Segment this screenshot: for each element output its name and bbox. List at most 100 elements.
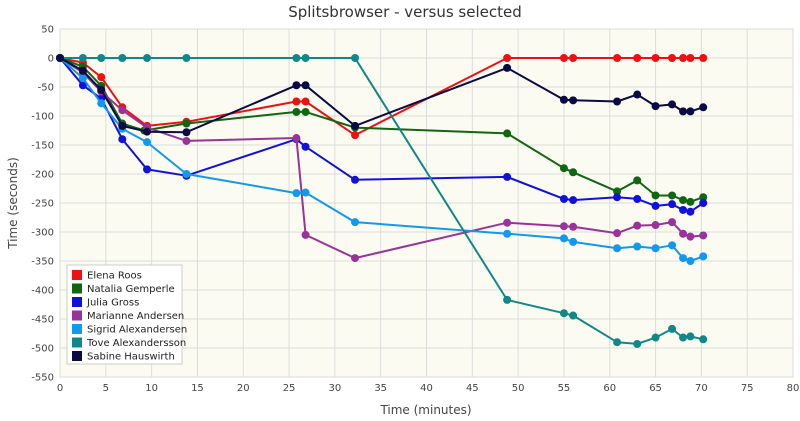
data-point[interactable]: [351, 131, 360, 140]
data-point[interactable]: [633, 90, 642, 99]
data-point[interactable]: [559, 54, 568, 62]
legend-item[interactable]: Sabine Hauswirth: [72, 351, 175, 363]
data-point[interactable]: [699, 103, 708, 112]
data-point[interactable]: [78, 81, 87, 90]
data-point[interactable]: [679, 107, 688, 116]
data-point[interactable]: [613, 97, 622, 106]
data-point[interactable]: [569, 196, 578, 205]
data-point[interactable]: [559, 95, 568, 104]
data-point[interactable]: [301, 107, 310, 116]
data-point[interactable]: [118, 106, 127, 115]
data-point[interactable]: [301, 97, 310, 106]
data-point[interactable]: [559, 309, 568, 318]
data-point[interactable]: [633, 194, 642, 203]
legend-item[interactable]: Tove Alexandersson: [72, 337, 186, 350]
data-point[interactable]: [699, 193, 708, 202]
data-point[interactable]: [651, 244, 660, 253]
data-point[interactable]: [559, 222, 568, 231]
data-point[interactable]: [679, 205, 688, 214]
data-point[interactable]: [686, 197, 695, 206]
data-point[interactable]: [569, 168, 578, 177]
data-point[interactable]: [668, 324, 677, 333]
data-point[interactable]: [503, 63, 512, 72]
data-point[interactable]: [686, 107, 695, 116]
data-point[interactable]: [613, 54, 622, 62]
data-point[interactable]: [686, 257, 695, 265]
data-point[interactable]: [613, 193, 622, 202]
data-point[interactable]: [56, 54, 64, 62]
data-point[interactable]: [182, 119, 191, 128]
data-point[interactable]: [143, 138, 152, 147]
data-point[interactable]: [503, 129, 512, 138]
data-point[interactable]: [559, 234, 568, 243]
data-point[interactable]: [679, 229, 688, 238]
data-point[interactable]: [569, 54, 578, 62]
data-point[interactable]: [301, 142, 310, 151]
data-point[interactable]: [569, 311, 578, 320]
data-point[interactable]: [118, 54, 127, 62]
data-point[interactable]: [651, 333, 660, 342]
data-point[interactable]: [301, 188, 310, 197]
data-point[interactable]: [78, 54, 87, 62]
data-point[interactable]: [679, 196, 688, 205]
data-point[interactable]: [503, 218, 512, 227]
data-point[interactable]: [301, 54, 310, 62]
data-point[interactable]: [633, 221, 642, 230]
data-point[interactable]: [97, 54, 106, 62]
data-point[interactable]: [699, 54, 708, 62]
data-point[interactable]: [143, 54, 152, 62]
data-point[interactable]: [699, 335, 708, 344]
data-point[interactable]: [559, 164, 568, 173]
data-point[interactable]: [686, 54, 695, 62]
data-point[interactable]: [651, 191, 660, 200]
data-point[interactable]: [78, 66, 87, 75]
data-point[interactable]: [78, 74, 87, 83]
data-point[interactable]: [97, 99, 106, 108]
data-point[interactable]: [182, 54, 191, 62]
data-point[interactable]: [301, 230, 310, 239]
legend-item[interactable]: Marianne Andersen: [72, 310, 184, 323]
data-point[interactable]: [651, 54, 660, 62]
data-point[interactable]: [292, 189, 301, 198]
data-point[interactable]: [118, 121, 127, 130]
data-point[interactable]: [182, 128, 191, 137]
data-point[interactable]: [351, 121, 360, 130]
data-point[interactable]: [679, 254, 688, 263]
data-point[interactable]: [651, 201, 660, 210]
data-point[interactable]: [633, 339, 642, 348]
data-point[interactable]: [668, 100, 677, 109]
data-point[interactable]: [503, 229, 512, 238]
data-point[interactable]: [292, 54, 301, 62]
data-point[interactable]: [613, 338, 622, 347]
data-point[interactable]: [569, 237, 578, 246]
data-point[interactable]: [143, 127, 152, 136]
data-point[interactable]: [651, 221, 660, 230]
data-point[interactable]: [351, 54, 360, 62]
data-point[interactable]: [182, 170, 191, 178]
data-point[interactable]: [503, 172, 512, 181]
data-point[interactable]: [633, 242, 642, 251]
data-point[interactable]: [668, 191, 677, 200]
data-point[interactable]: [633, 54, 642, 62]
data-point[interactable]: [292, 134, 301, 143]
data-point[interactable]: [351, 175, 360, 184]
data-point[interactable]: [699, 252, 708, 261]
data-point[interactable]: [569, 96, 578, 105]
data-point[interactable]: [118, 135, 127, 144]
data-point[interactable]: [613, 229, 622, 238]
data-point[interactable]: [351, 254, 360, 263]
legend-item[interactable]: Sigrid Alexandersen: [72, 324, 187, 336]
data-point[interactable]: [292, 81, 301, 90]
data-point[interactable]: [143, 165, 152, 174]
data-point[interactable]: [292, 97, 301, 106]
data-point[interactable]: [668, 54, 677, 62]
legend-item[interactable]: Julia Gross: [72, 297, 139, 309]
data-point[interactable]: [633, 176, 642, 185]
data-point[interactable]: [569, 222, 578, 231]
data-point[interactable]: [351, 218, 360, 227]
data-point[interactable]: [668, 200, 677, 209]
data-point[interactable]: [301, 81, 310, 90]
data-point[interactable]: [668, 218, 677, 227]
data-point[interactable]: [686, 332, 695, 341]
data-point[interactable]: [679, 54, 688, 62]
